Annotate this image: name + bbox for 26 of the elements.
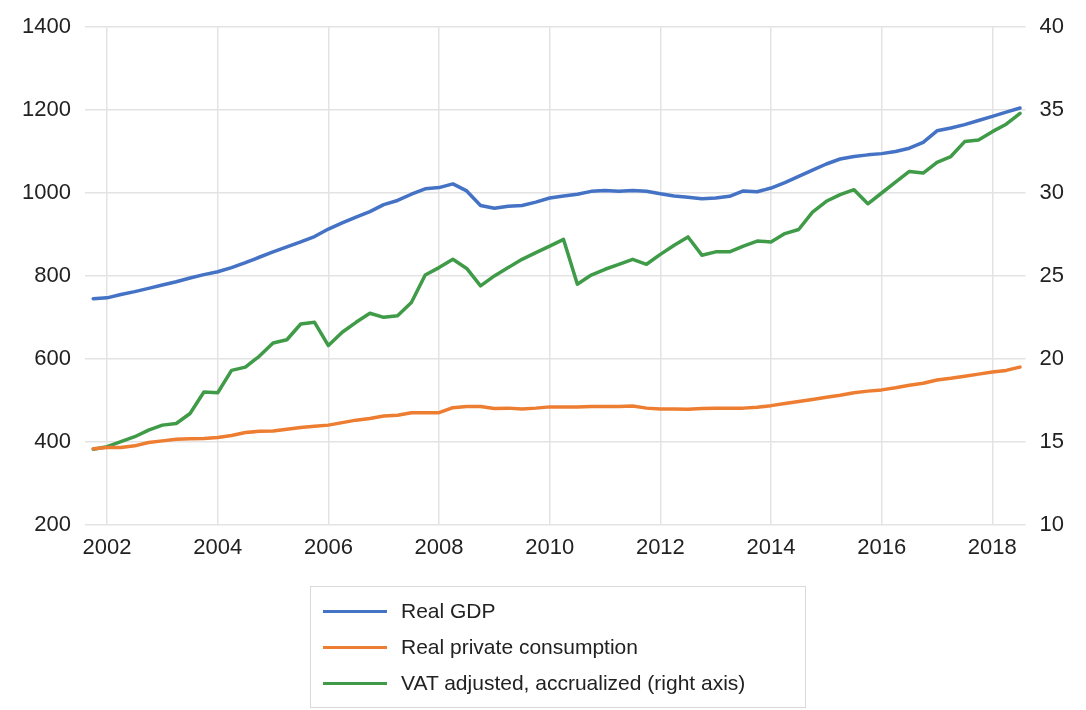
x-tick-label: 2018: [967, 533, 1017, 559]
x-tick-label: 2016: [857, 533, 907, 559]
legend-label: VAT adjusted, accrualized (right axis): [401, 671, 746, 695]
x-tick-label: 2014: [746, 533, 796, 559]
y-tick-label: 600: [34, 344, 71, 370]
x-tick-label: 2012: [635, 533, 685, 559]
x-tick-label: 2006: [303, 533, 353, 559]
y-tick-label: 1000: [21, 179, 71, 205]
y-tick-label: 1400: [21, 13, 71, 39]
y2-tick-label: 20: [1039, 344, 1065, 370]
x-tick-label: 2004: [193, 533, 243, 559]
y-tick-label: 200: [34, 510, 71, 536]
x-tick-label: 2008: [414, 533, 464, 559]
y-tick-label: 400: [34, 427, 71, 453]
y-tick-label: 800: [34, 261, 71, 287]
y2-tick-label: 15: [1039, 427, 1065, 453]
x-tick-label: 2002: [82, 533, 132, 559]
y2-tick-label: 40: [1039, 13, 1065, 39]
legend-label: Real GDP: [401, 599, 496, 623]
y2-tick-label: 30: [1039, 179, 1065, 205]
y2-tick-label: 35: [1039, 96, 1065, 122]
y2-tick-label: 10: [1039, 510, 1065, 536]
legend-label: Real private consumption: [401, 635, 638, 659]
y2-tick-label: 25: [1039, 261, 1065, 287]
y-tick-label: 1200: [21, 96, 71, 122]
x-tick-label: 2010: [525, 533, 575, 559]
